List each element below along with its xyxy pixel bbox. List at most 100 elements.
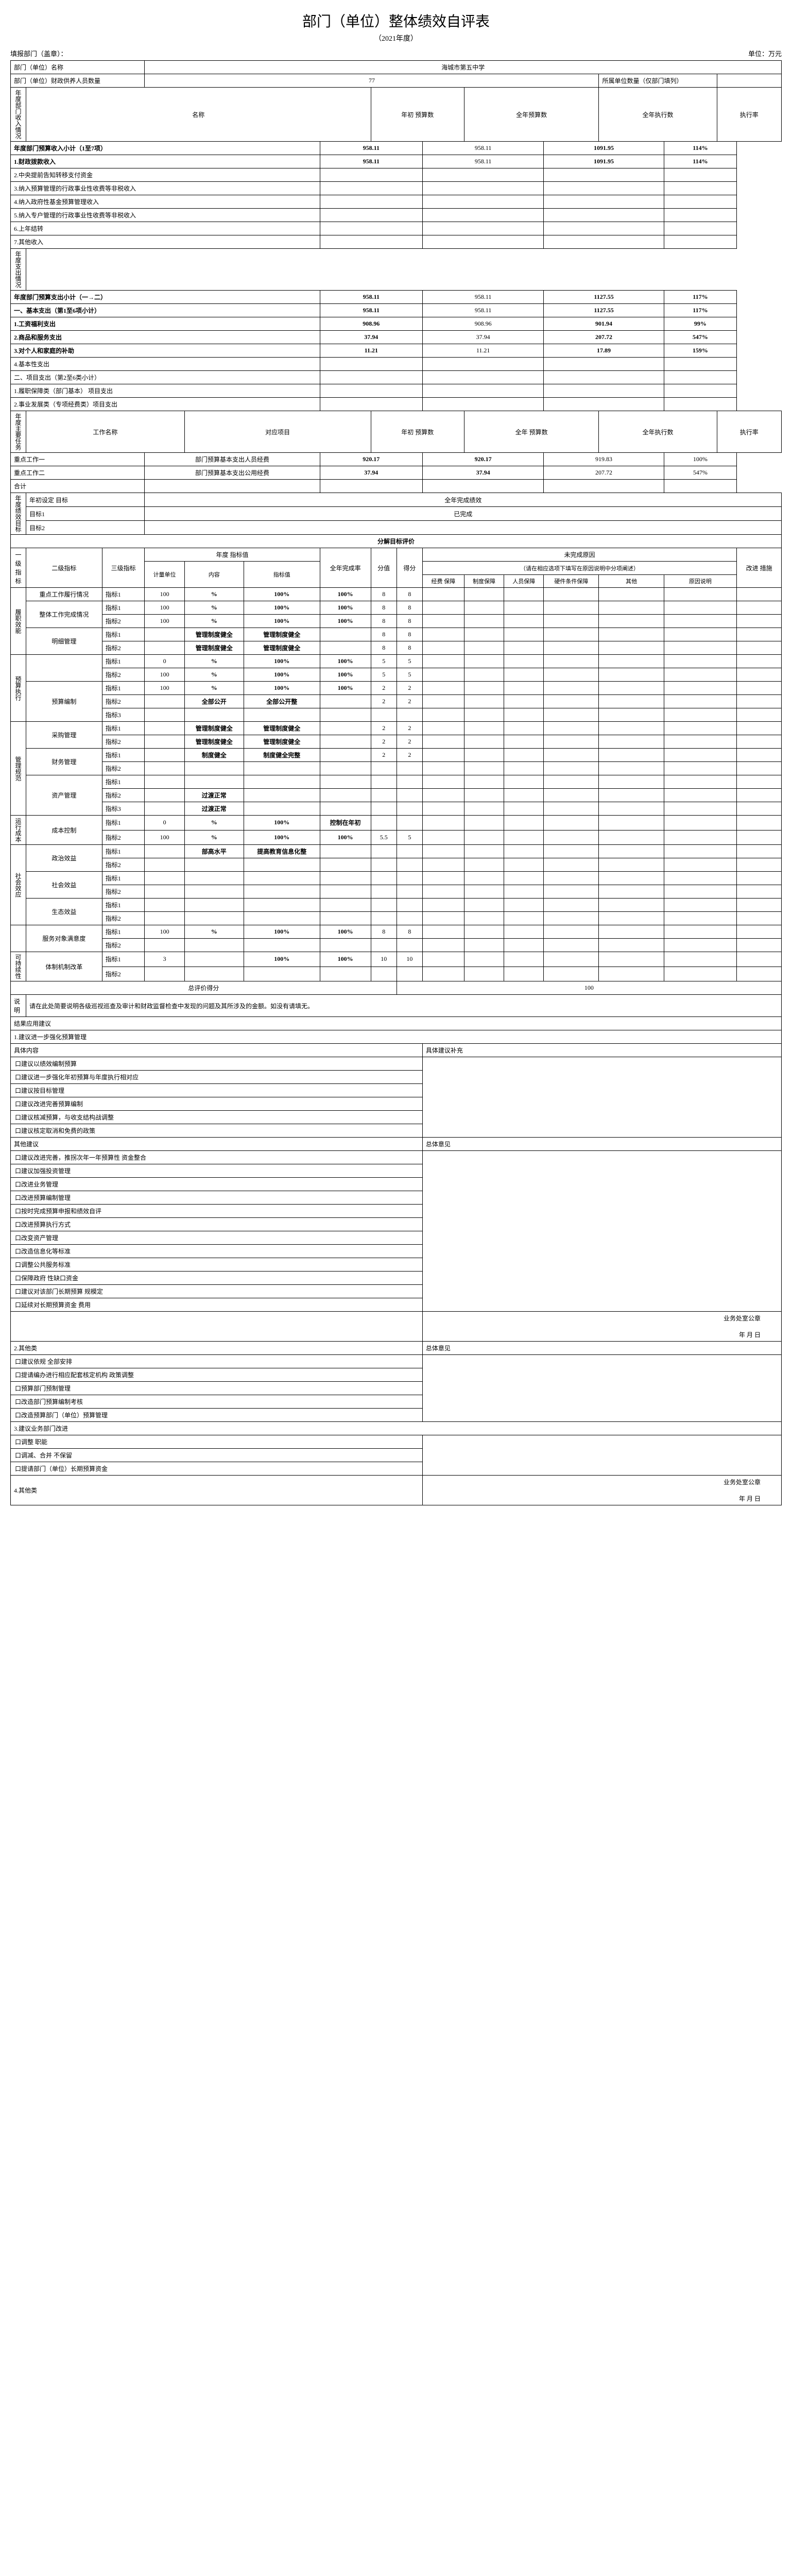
ig: 2 bbox=[397, 735, 422, 749]
ec-s: 分值 bbox=[371, 548, 397, 588]
ig: 8 bbox=[397, 925, 422, 939]
exp-a: 11.21 bbox=[320, 344, 422, 358]
ic bbox=[184, 885, 244, 899]
exp-name: 4.基本性支出 bbox=[11, 358, 320, 371]
cl-item[interactable]: 口建议对该部门长期预算 规模定 bbox=[11, 1285, 423, 1298]
income-name: 1.财政拨款收入 bbox=[11, 155, 320, 168]
iv bbox=[244, 885, 320, 899]
l2: 重点工作履行情况 bbox=[26, 588, 102, 601]
exp-b: 958.11 bbox=[422, 291, 543, 304]
ig bbox=[397, 939, 422, 952]
cl-item[interactable]: 口建议按目标管理 bbox=[11, 1084, 423, 1097]
rd bbox=[544, 682, 599, 695]
rd bbox=[544, 885, 599, 899]
cl-item[interactable]: 口延续对长期预算资金 费用 bbox=[11, 1298, 423, 1312]
iv: 100% bbox=[244, 601, 320, 615]
cl-item[interactable]: 口预算部门预制管理 bbox=[11, 1382, 423, 1395]
ra bbox=[422, 789, 464, 802]
re bbox=[599, 816, 664, 831]
cl-item[interactable]: 口改进预算编制管理 bbox=[11, 1191, 423, 1205]
rd bbox=[544, 601, 599, 615]
ig bbox=[397, 858, 422, 872]
exp-d: 117% bbox=[664, 304, 736, 317]
exp-b: 958.11 bbox=[422, 304, 543, 317]
iu bbox=[145, 939, 184, 952]
exp-c: 207.72 bbox=[544, 331, 664, 344]
ir: 控制在年初 bbox=[320, 816, 371, 831]
ra bbox=[422, 899, 464, 912]
iv: 管理制度健全 bbox=[244, 641, 320, 655]
goal-l1: 目标1 bbox=[26, 507, 145, 521]
exp-d bbox=[664, 358, 736, 371]
cl-item[interactable]: 口改进业务管理 bbox=[11, 1178, 423, 1191]
iv: 100% bbox=[244, 830, 320, 845]
cl-item[interactable]: 口改造部门预算编制考核 bbox=[11, 1395, 423, 1409]
task-d bbox=[664, 480, 736, 493]
total-score: 100 bbox=[397, 981, 781, 995]
income-b bbox=[422, 209, 543, 222]
cl-item[interactable]: 口按时完成预算申报和绩效自评 bbox=[11, 1205, 423, 1218]
cl-item[interactable]: 口建议进一步强化年初预算与年度执行相对应 bbox=[11, 1071, 423, 1084]
cl-item[interactable]: 口保障政府 性缺口资金 bbox=[11, 1272, 423, 1285]
cl-item[interactable]: 口调减、合并 不保留 bbox=[11, 1449, 423, 1462]
ig bbox=[397, 802, 422, 816]
is-b: 内容 bbox=[184, 562, 244, 588]
cl-item[interactable]: 口建议加强投资管理 bbox=[11, 1164, 423, 1178]
rf bbox=[664, 872, 736, 885]
l2: 预算编制 bbox=[26, 682, 102, 722]
rc bbox=[504, 749, 544, 762]
cl-item[interactable]: 口提请编办进行相应配套核定机构 政策调整 bbox=[11, 1368, 423, 1382]
cl-item[interactable]: 口建议改进完善预算编制 bbox=[11, 1097, 423, 1111]
cl-item[interactable]: 口改造预算部门（单位）预算管理 bbox=[11, 1409, 423, 1422]
cl-item[interactable]: 口改进预算执行方式 bbox=[11, 1218, 423, 1231]
task-a: 920.17 bbox=[320, 453, 422, 466]
cl-item[interactable]: 口建议以绩效编制预算 bbox=[11, 1057, 423, 1071]
iv: 管理制度健全 bbox=[244, 722, 320, 735]
ra bbox=[422, 762, 464, 775]
income-section: 年度部门收入情况 bbox=[11, 88, 26, 142]
income-name: 4.纳入政府性基金预算管理收入 bbox=[11, 195, 320, 209]
rc bbox=[504, 601, 544, 615]
ir: 100% bbox=[320, 655, 371, 668]
imp bbox=[737, 802, 782, 816]
cl-item[interactable]: 口建议核减预算，与收支结构战调整 bbox=[11, 1111, 423, 1124]
l3: 指标2 bbox=[102, 641, 145, 655]
cl-item[interactable]: 口改变资产管理 bbox=[11, 1231, 423, 1245]
imp bbox=[737, 789, 782, 802]
cl-remark: 总体意见 bbox=[422, 1138, 781, 1151]
rf bbox=[664, 668, 736, 682]
l1: 管理规范 bbox=[11, 722, 26, 816]
iv: 全部公开整 bbox=[244, 695, 320, 708]
income-a bbox=[320, 222, 422, 235]
rf bbox=[664, 615, 736, 628]
cl-item[interactable]: 口提请部门（单位）长期预算资金 bbox=[11, 1462, 423, 1476]
rc bbox=[504, 912, 544, 925]
cl-item[interactable]: 口改造信息化等标准 bbox=[11, 1245, 423, 1258]
rs-a: 经费 保障 bbox=[422, 575, 464, 588]
cl-item[interactable]: 口调整公共服务标准 bbox=[11, 1258, 423, 1272]
rb bbox=[464, 952, 504, 967]
rb bbox=[464, 668, 504, 682]
re bbox=[599, 967, 664, 981]
cl-item[interactable]: 口建议核定取消和免费的政策 bbox=[11, 1124, 423, 1138]
ig: 8 bbox=[397, 588, 422, 601]
cl-item[interactable]: 口建议依规 全部安排 bbox=[11, 1355, 423, 1368]
staff-count: 77 bbox=[145, 74, 599, 88]
ic: 管理制度健全 bbox=[184, 722, 244, 735]
ig: 8 bbox=[397, 615, 422, 628]
rs-c: 人员保障 bbox=[504, 575, 544, 588]
cl-item[interactable]: 口调整 职能 bbox=[11, 1435, 423, 1449]
exp-d bbox=[664, 371, 736, 384]
ir bbox=[320, 845, 371, 858]
ic: % bbox=[184, 615, 244, 628]
exp-b: 908.96 bbox=[422, 317, 543, 331]
rf bbox=[664, 682, 736, 695]
ec-fr: 全年完成率 bbox=[320, 548, 371, 588]
ig: 5 bbox=[397, 668, 422, 682]
ir bbox=[320, 789, 371, 802]
cl-title: 具体内容 bbox=[11, 1044, 423, 1057]
ec-l2: 二级指标 bbox=[26, 548, 102, 588]
cl-item[interactable]: 口建议改进完善，推拐次年一年预算性 资金整合 bbox=[11, 1151, 423, 1164]
imp bbox=[737, 872, 782, 885]
rf bbox=[664, 722, 736, 735]
